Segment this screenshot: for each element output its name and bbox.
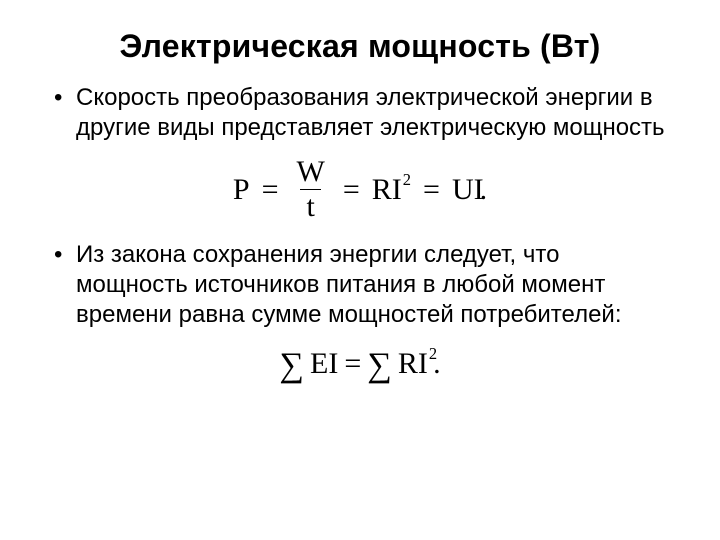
var-i3: I [328,347,338,380]
var-r2: R [398,347,418,380]
bullet-list: Скорость преобразования электрической эн… [48,83,672,143]
sigma-1: ∑ [279,346,304,385]
term-ei: EI [310,347,338,381]
term-ui: UI. [452,173,487,207]
term-ri2: RI2 [372,173,411,207]
exp-2b: 2 [429,344,437,363]
var-i: I [392,173,402,206]
sigma-2: ∑ [367,346,392,385]
exp-2a: 2 [403,170,411,189]
equals-1: = [260,173,281,207]
equals-2: = [341,173,362,207]
var-r: R [372,173,392,206]
formula-2-block: ∑ EI = ∑ RI2. [48,344,672,383]
equals-4: = [344,347,361,381]
slide: Электрическая мощность (Вт) Скорость пре… [0,0,720,540]
bullet-list-2: Из закона сохранения энергии следует, чт… [48,240,672,330]
var-i4: I [418,347,428,380]
term-ri2b: RI2. [398,347,441,381]
var-p: P [233,173,250,207]
formula-1: P = W t = RI2 = UI. [233,157,487,222]
var-u: U [452,173,474,206]
formula-1-block: P = W t = RI2 = UI. [48,157,672,222]
bullet-1: Скорость преобразования электрической эн… [48,83,672,143]
bullet-2: Из закона сохранения энергии следует, чт… [48,240,672,330]
slide-title: Электрическая мощность (Вт) [48,28,672,65]
denominator-t: t [300,189,320,222]
equals-3: = [421,173,442,207]
formula-2: ∑ EI = ∑ RI2. [279,344,440,383]
var-e: E [310,347,328,380]
numerator-w: W [291,157,331,189]
period-1: . [480,173,488,206]
fraction-w-over-t: W t [291,157,331,222]
